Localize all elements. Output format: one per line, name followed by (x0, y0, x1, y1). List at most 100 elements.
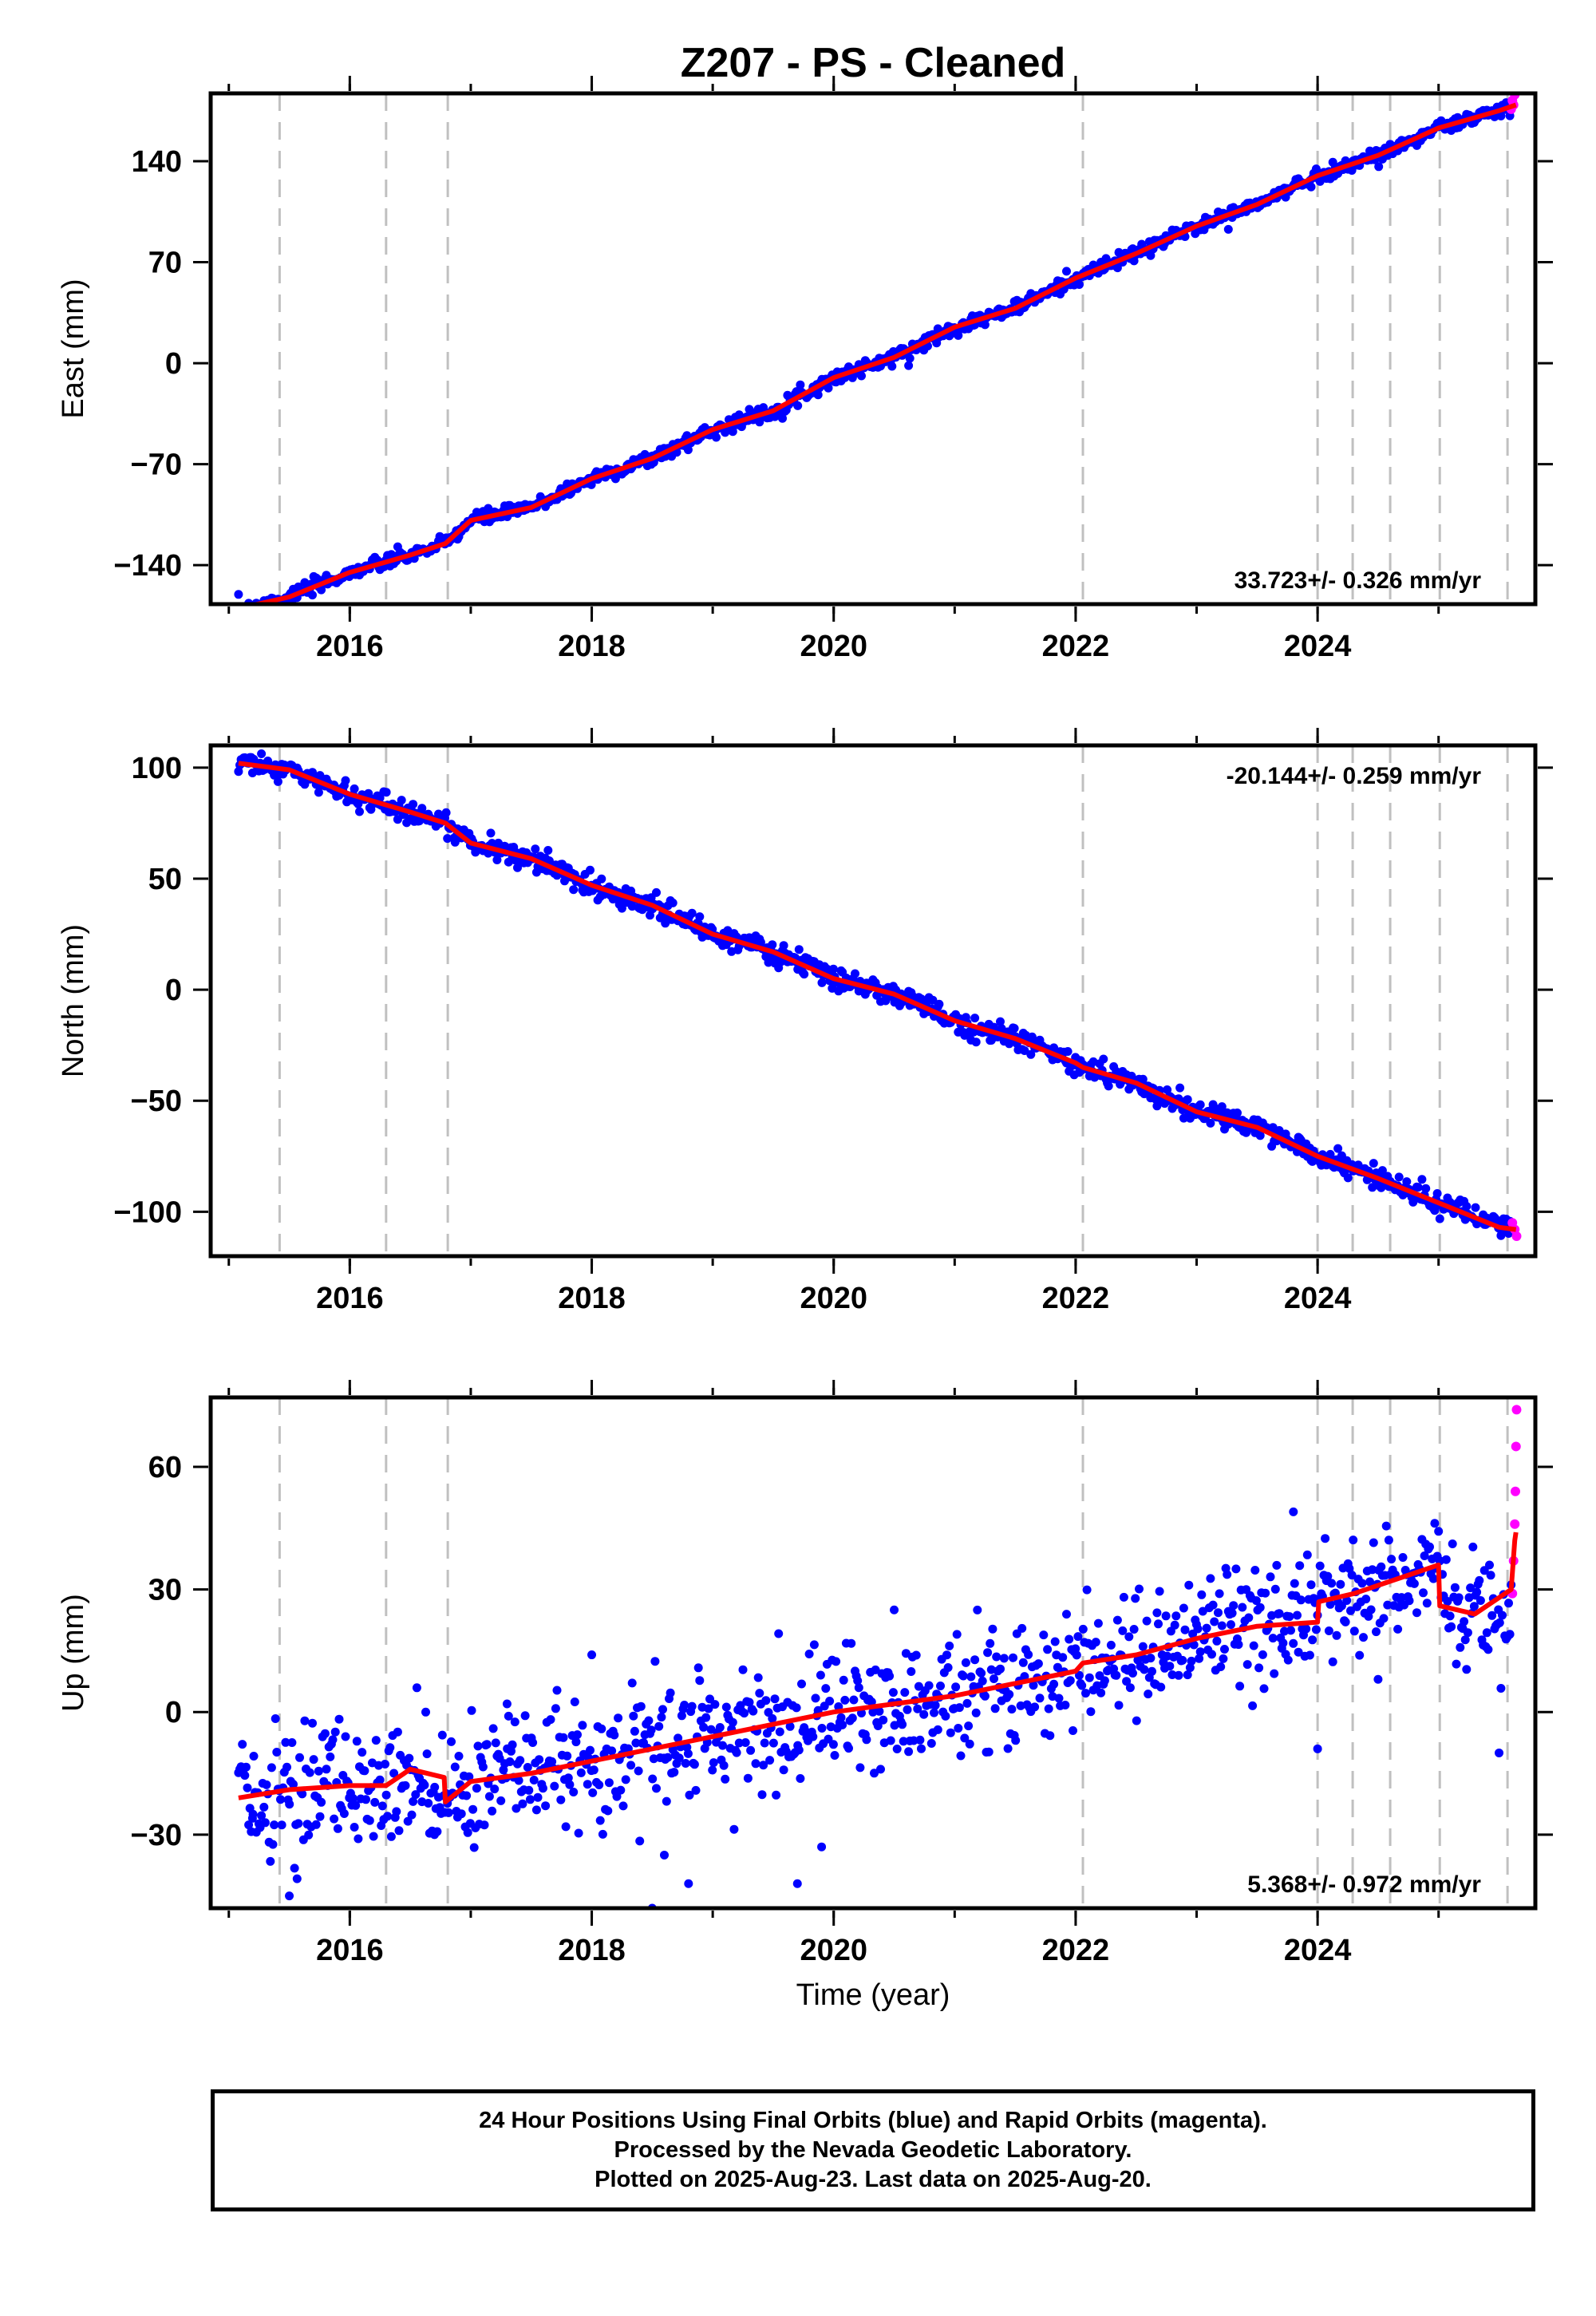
data-point (876, 1765, 885, 1774)
data-point (900, 1688, 910, 1697)
data-point (504, 1711, 513, 1721)
data-point (1106, 1640, 1116, 1650)
data-point (942, 1650, 951, 1660)
data-point (1227, 1620, 1235, 1630)
data-point (1062, 267, 1071, 276)
data-point (1140, 1665, 1149, 1674)
data-point (933, 1725, 942, 1734)
data-point (1266, 1572, 1275, 1582)
data-point (424, 1799, 433, 1808)
data-point (854, 1683, 863, 1693)
outlier-point (285, 1891, 294, 1901)
data-point (538, 1784, 547, 1793)
x-tick-label: 2020 (800, 1934, 867, 1967)
data-point (1131, 1594, 1140, 1603)
data-point (1272, 1560, 1282, 1570)
data-point (1296, 1595, 1306, 1605)
up-panel: 2016 2018 2020 2022 2024 −30 0 30 60 Up (mm) 5.368… (57, 1380, 1553, 1967)
data-point (1443, 1597, 1452, 1606)
model-curve (247, 102, 1517, 604)
data-point (631, 1738, 641, 1748)
data-point (1100, 1676, 1109, 1686)
data-point (576, 1768, 586, 1777)
data-point (778, 413, 787, 423)
y-tick-label: 0 (165, 1696, 182, 1729)
data-point (550, 1781, 559, 1791)
data-point (1075, 280, 1084, 289)
data-point (305, 1768, 314, 1777)
data-point (589, 1765, 598, 1775)
data-point (1328, 1657, 1337, 1666)
data-point (1007, 1705, 1017, 1714)
data-point (808, 1732, 818, 1741)
data-point (1167, 1670, 1177, 1679)
data-point (964, 1721, 974, 1731)
data-point (868, 1707, 878, 1717)
data-point (412, 1683, 421, 1693)
data-point (1435, 1214, 1444, 1223)
data-point (743, 1773, 753, 1783)
data-point (333, 1824, 342, 1833)
data-point (772, 1790, 781, 1800)
footer-caption-box: 24 Hour Positions Using Final Orbits (bl… (211, 2089, 1535, 2211)
data-point (1286, 1626, 1295, 1635)
data-point (1462, 1665, 1472, 1674)
data-point (1063, 1047, 1073, 1056)
data-point (768, 940, 777, 950)
data-point (1170, 1620, 1179, 1630)
data-point (719, 1761, 729, 1770)
data-point (397, 796, 406, 805)
y-tick-label: −100 (113, 1196, 182, 1229)
data-point (811, 1694, 820, 1703)
data-point (1278, 1638, 1288, 1648)
data-point (1248, 1701, 1258, 1710)
data-point (510, 1717, 519, 1727)
data-point (381, 1790, 391, 1800)
data-point (1321, 1534, 1330, 1543)
data-point (1210, 1617, 1219, 1626)
data-point (355, 807, 364, 816)
data-point (1412, 1608, 1421, 1618)
data-point (971, 1037, 981, 1047)
data-point (1112, 263, 1122, 273)
data-point (1044, 1704, 1053, 1713)
data-point (1035, 1694, 1045, 1703)
data-point (1161, 1611, 1171, 1621)
data-point (857, 371, 866, 381)
data-point (588, 1788, 598, 1797)
data-point (617, 903, 626, 913)
data-point (926, 1739, 936, 1748)
data-point (666, 1688, 675, 1697)
data-point (1223, 1570, 1232, 1579)
data-point (330, 1814, 339, 1824)
x-tick-label: 2016 (316, 630, 384, 663)
data-point (746, 1745, 756, 1755)
data-point (728, 1717, 737, 1727)
data-point (701, 1713, 711, 1722)
data-point (980, 320, 990, 330)
data-point (518, 1799, 527, 1808)
data-point (268, 1840, 278, 1849)
data-point (847, 1713, 857, 1723)
data-point (836, 1713, 846, 1722)
data-point (1456, 1642, 1465, 1652)
x-tick-label: 2020 (800, 1282, 867, 1315)
data-point (962, 1698, 972, 1708)
x-tick-label: 2024 (1284, 630, 1352, 663)
data-point (512, 1804, 521, 1813)
data-point (951, 1682, 961, 1692)
data-point (565, 1780, 575, 1789)
data-point (911, 1650, 921, 1660)
data-point (1425, 1542, 1434, 1551)
data-point (840, 1695, 850, 1705)
data-point (1468, 1542, 1478, 1551)
data-point (311, 1820, 321, 1829)
data-point (375, 1775, 385, 1784)
data-point (934, 999, 944, 1009)
data-point (612, 1792, 622, 1801)
data-point (1259, 1684, 1269, 1694)
outlier-point (1495, 1748, 1504, 1757)
data-point (444, 1808, 453, 1817)
data-point (650, 1657, 660, 1666)
data-point (958, 1671, 968, 1681)
